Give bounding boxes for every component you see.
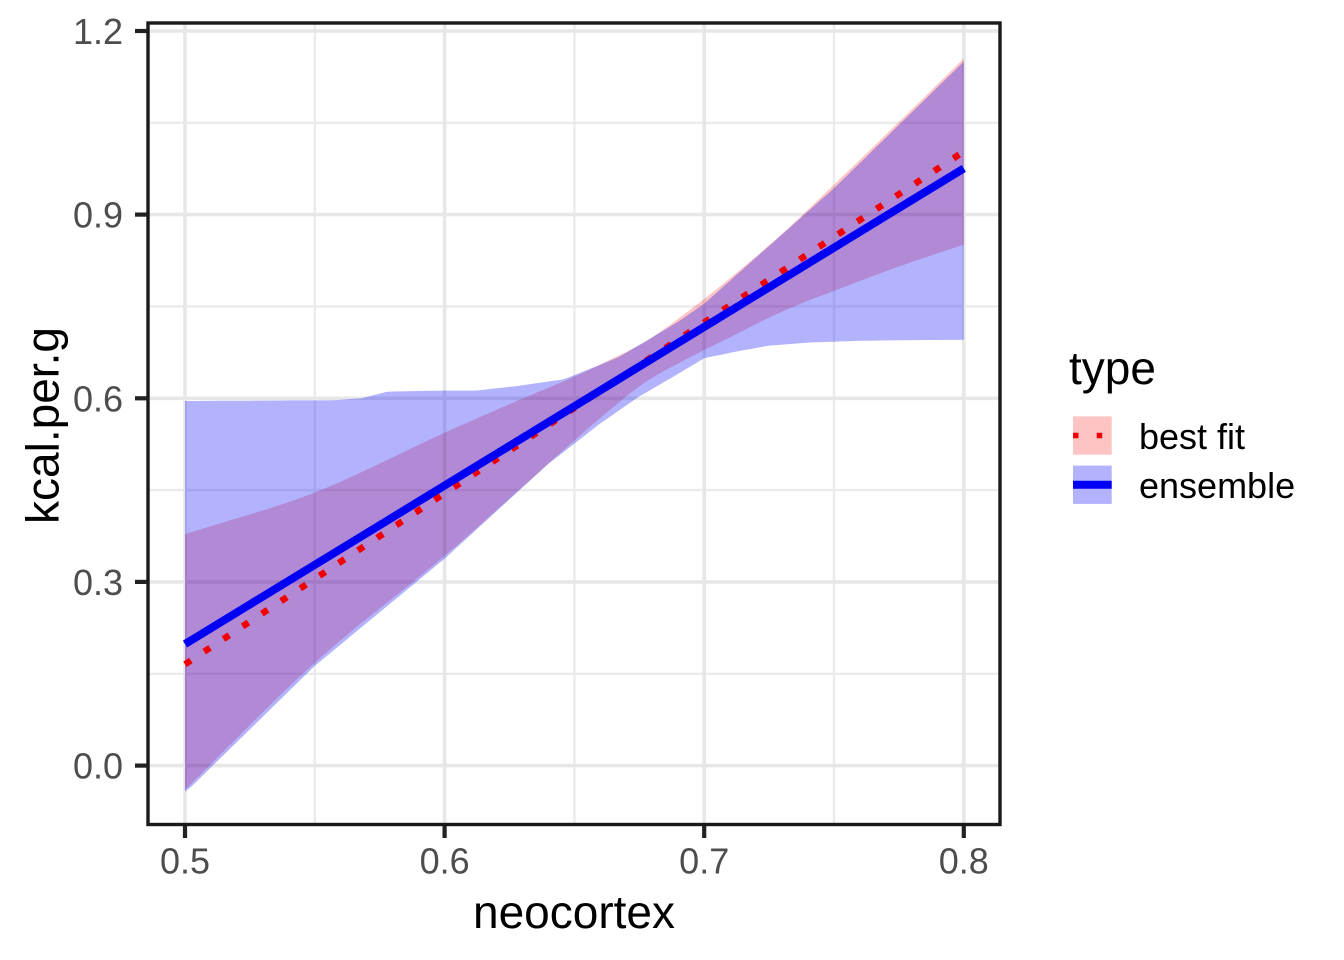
svg-text:0.3: 0.3 bbox=[73, 562, 123, 603]
svg-text:type: type bbox=[1069, 342, 1156, 394]
svg-text:ensemble: ensemble bbox=[1139, 465, 1295, 506]
svg-text:0.6: 0.6 bbox=[420, 841, 470, 882]
svg-text:0.8: 0.8 bbox=[939, 841, 989, 882]
svg-text:0.7: 0.7 bbox=[679, 841, 729, 882]
svg-text:best fit: best fit bbox=[1139, 416, 1245, 457]
svg-text:0.6: 0.6 bbox=[73, 378, 123, 419]
svg-text:kcal.per.g: kcal.per.g bbox=[16, 327, 68, 524]
svg-text:0.5: 0.5 bbox=[160, 841, 210, 882]
svg-text:0.0: 0.0 bbox=[73, 746, 123, 787]
svg-text:0.9: 0.9 bbox=[73, 195, 123, 236]
svg-text:1.2: 1.2 bbox=[73, 11, 123, 52]
svg-text:neocortex: neocortex bbox=[473, 886, 675, 938]
